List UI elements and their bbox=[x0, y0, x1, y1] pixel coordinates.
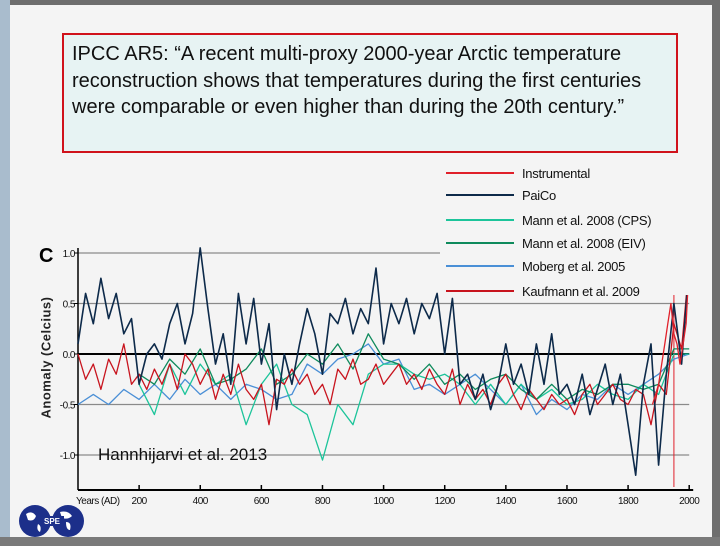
legend-label: Mann et al. 2008 (CPS) bbox=[522, 212, 652, 228]
legend-label: Instrumental bbox=[522, 165, 590, 181]
spe-logo: SPE bbox=[19, 505, 84, 537]
window-frame-left bbox=[0, 0, 10, 546]
x-tick-label: 1400 bbox=[496, 496, 517, 507]
x-tick-label: 200 bbox=[132, 496, 148, 507]
x-tick-label: 800 bbox=[315, 496, 331, 507]
legend-item: Mann et al. 2008 (CPS) bbox=[446, 210, 652, 230]
y-tick-label: 1.0 bbox=[63, 249, 76, 260]
quote-box: IPCC AR5: “A recent multi-proxy 2000-yea… bbox=[62, 33, 678, 153]
x-axis-label: Years (AD) bbox=[76, 496, 120, 507]
legend-swatch bbox=[446, 290, 514, 292]
x-tick-label: 1600 bbox=[557, 496, 578, 507]
y-tick-label: 0.5 bbox=[63, 300, 76, 311]
legend-swatch bbox=[446, 265, 514, 267]
series-line-kaufmann-et-al-2009 bbox=[77, 263, 690, 426]
legend-item: PaiCo bbox=[446, 185, 556, 205]
x-tick-label: 1000 bbox=[373, 496, 394, 507]
legend-item: Instrumental bbox=[446, 163, 590, 183]
legend-label: Mann et al. 2008 (EIV) bbox=[522, 235, 646, 251]
y-tick-label: -0.5 bbox=[60, 401, 76, 412]
credit-annotation: Hannhijarvi et al. 2013 bbox=[98, 445, 268, 464]
legend-swatch bbox=[446, 194, 514, 196]
legend-item: Kaufmann et al. 2009 bbox=[446, 281, 640, 301]
legend-label: Moberg et al. 2005 bbox=[522, 258, 626, 274]
legend-item: Mann et al. 2008 (EIV) bbox=[446, 233, 646, 253]
x-tick-label: 400 bbox=[193, 496, 209, 507]
y-tick-label: 0.0 bbox=[63, 350, 76, 361]
legend-label: Kaufmann et al. 2009 bbox=[522, 283, 640, 299]
legend-item: Moberg et al. 2005 bbox=[446, 256, 625, 276]
legend-swatch bbox=[446, 172, 514, 174]
series-line-paico bbox=[77, 247, 690, 477]
legend-swatch bbox=[446, 242, 514, 244]
x-tick-label: 2000 bbox=[679, 496, 700, 507]
y-axis-label: Anomaly (Celcius) bbox=[38, 296, 54, 419]
x-tick-label: 1800 bbox=[618, 496, 639, 507]
x-tick-label: 600 bbox=[254, 496, 270, 507]
panel-label: C bbox=[39, 245, 54, 267]
slide: IPCC AR5: “A recent multi-proxy 2000-yea… bbox=[10, 5, 712, 537]
y-tick-label: -1.0 bbox=[60, 451, 76, 462]
svg-text:SPE: SPE bbox=[44, 517, 61, 526]
window-frame-bottom bbox=[0, 537, 720, 546]
legend-label: PaiCo bbox=[522, 187, 556, 203]
series-line-instrumental bbox=[651, 263, 690, 405]
x-tick-label: 1200 bbox=[435, 496, 456, 507]
legend-swatch bbox=[446, 219, 514, 221]
chart-legend: Instrumental PaiCo Mann et al. 2008 (CPS) M… bbox=[440, 161, 695, 299]
